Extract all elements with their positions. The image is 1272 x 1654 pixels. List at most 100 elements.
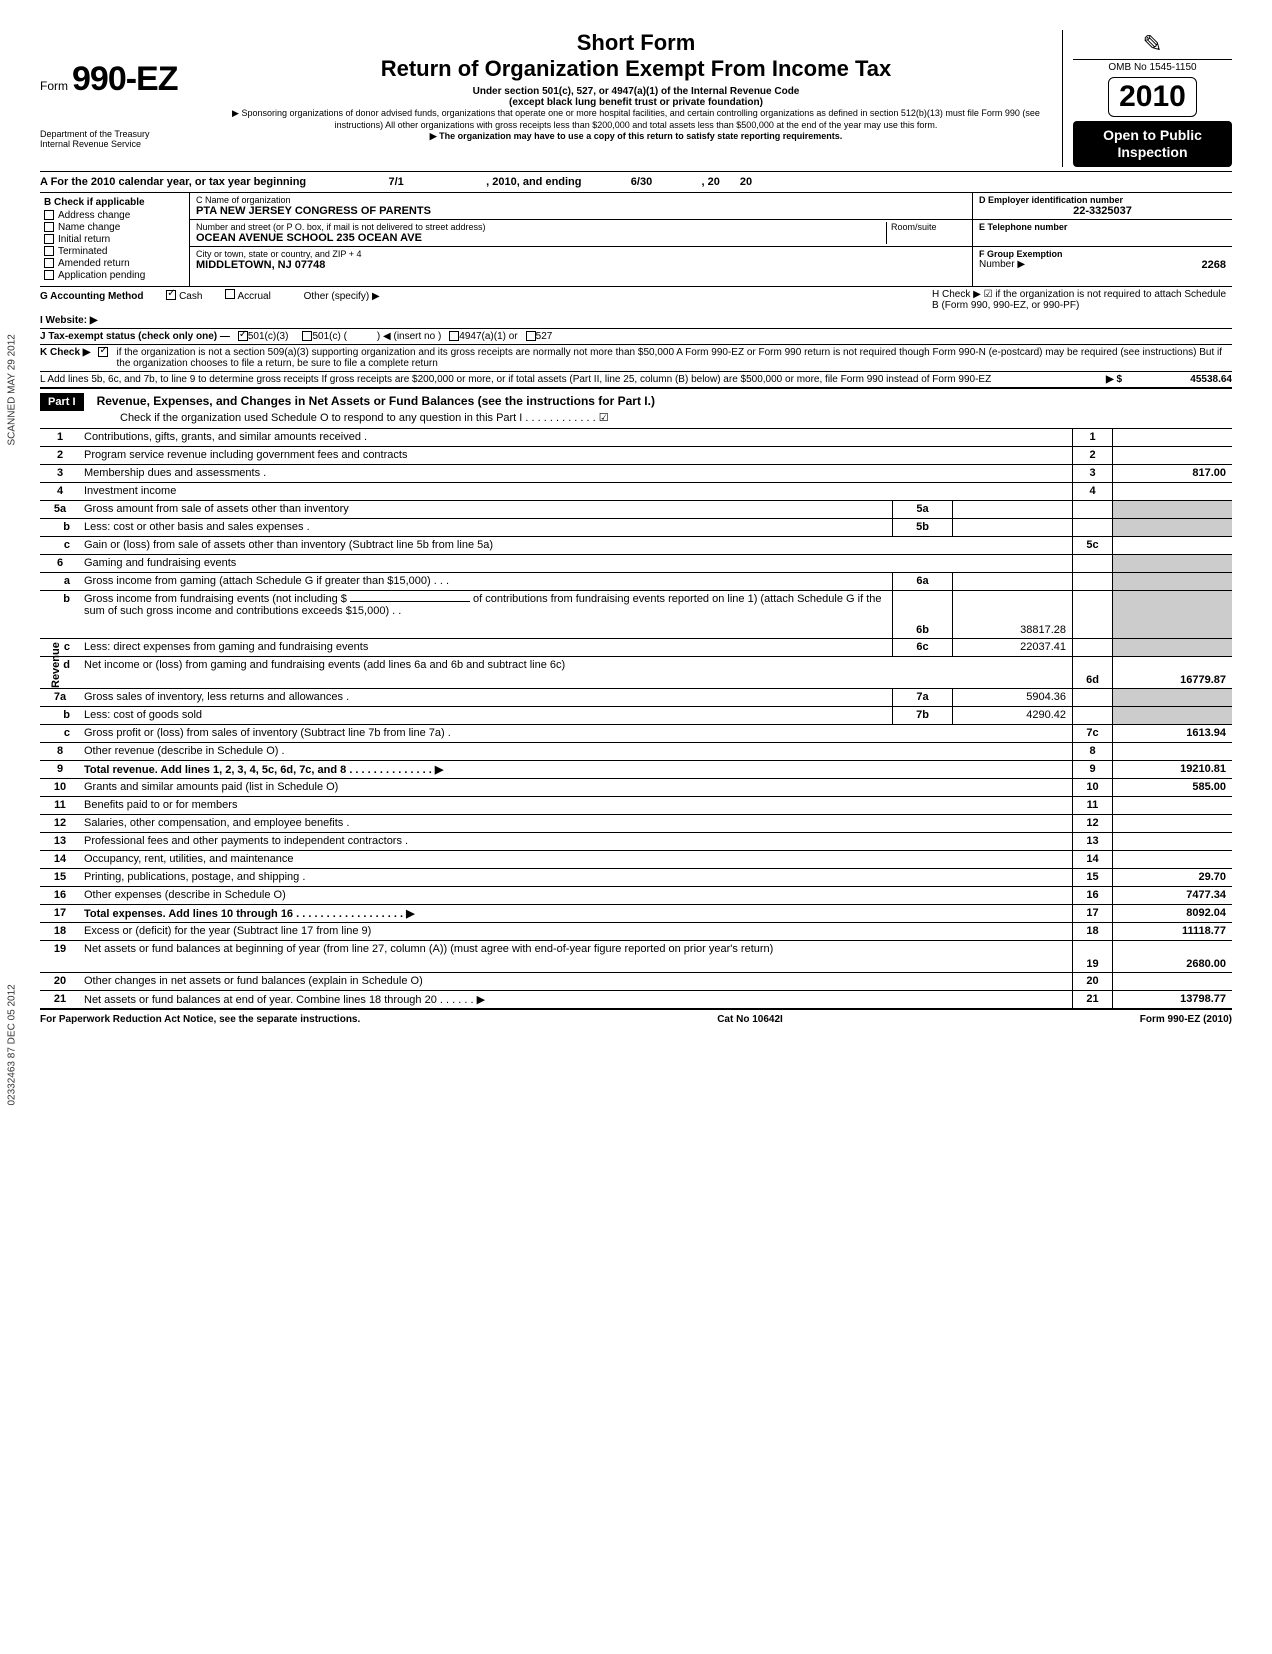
lbl-address: Address change [58, 210, 130, 221]
row-a-prefix: A For the 2010 calendar year, or tax yea… [40, 176, 306, 188]
n15: 15 [40, 869, 80, 886]
stamp-dln: 02332463 87 DEC 05 2012 [7, 984, 18, 1105]
row-g-label: G Accounting Method [40, 291, 144, 302]
b21: 21 [1072, 991, 1112, 1008]
chk-4947[interactable] [449, 331, 459, 341]
chk-501c3[interactable] [238, 331, 248, 341]
open-public-1: Open to Public [1079, 127, 1226, 144]
n10: 10 [40, 779, 80, 796]
d5a: Gross amount from sale of assets other t… [80, 501, 892, 518]
chk-terminated[interactable] [44, 246, 54, 256]
d7a: Gross sales of inventory, less returns a… [80, 689, 892, 706]
n5c: c [40, 537, 80, 554]
n9: 9 [40, 761, 80, 778]
chk-501c[interactable] [302, 331, 312, 341]
row-a-begin: 7/1 [306, 176, 486, 188]
b8: 8 [1072, 743, 1112, 760]
under-section: Under section 501(c), 527, or 4947(a)(1)… [230, 86, 1042, 97]
d7c: Gross profit or (loss) from sales of inv… [80, 725, 1072, 742]
footer-form: Form 990-EZ (2010) [1140, 1014, 1232, 1025]
d4: Investment income [80, 483, 1072, 500]
lbl-4947: 4947(a)(1) or [459, 331, 517, 342]
n3: 3 [40, 465, 80, 482]
d6d: Net income or (loss) from gaming and fun… [80, 657, 1072, 688]
street-label: Number and street (or P O. box, if mail … [196, 222, 886, 232]
chk-initial[interactable] [44, 234, 54, 244]
row-a-end-prefix: , 20 [702, 176, 720, 188]
v16: 7477.34 [1112, 887, 1232, 904]
sv5b [952, 519, 1072, 536]
except-text: (except black lung benefit trust or priv… [230, 97, 1042, 108]
d3: Membership dues and assessments . [80, 465, 1072, 482]
n7a: 7a [40, 689, 80, 706]
chk-k[interactable] [98, 347, 108, 357]
lbl-501c: 501(c) ( [312, 331, 346, 342]
chk-accrual[interactable] [225, 289, 235, 299]
n16: 16 [40, 887, 80, 904]
b19: 19 [1072, 941, 1112, 972]
tax-year: 2010 [1108, 77, 1197, 117]
b16: 16 [1072, 887, 1112, 904]
footer-paperwork: For Paperwork Reduction Act Notice, see … [40, 1014, 360, 1025]
row-l-arrow: ▶ $ [1106, 374, 1122, 385]
chk-cash[interactable] [166, 290, 176, 300]
chk-pending[interactable] [44, 270, 54, 280]
b5c: 5c [1072, 537, 1112, 554]
n6: 6 [40, 555, 80, 572]
d11: Benefits paid to or for members [80, 797, 1072, 814]
v8 [1112, 743, 1232, 760]
b6d: 6d [1072, 657, 1112, 688]
irs-label: Internal Revenue Service [40, 139, 210, 149]
stamp-scanned: SCANNED MAY 29 2012 [7, 334, 18, 445]
v20 [1112, 973, 1232, 990]
d14: Occupancy, rent, utilities, and maintena… [80, 851, 1072, 868]
b2: 2 [1072, 447, 1112, 464]
d12: Salaries, other compensation, and employ… [80, 815, 1072, 832]
n19: 19 [40, 941, 80, 972]
b13: 13 [1072, 833, 1112, 850]
d21: Net assets or fund balances at end of ye… [80, 991, 1072, 1008]
s6c: 6c [892, 639, 952, 656]
d19: Net assets or fund balances at beginning… [80, 941, 1072, 972]
b14: 14 [1072, 851, 1112, 868]
form-prefix: Form [40, 79, 68, 93]
d7b: Less: cost of goods sold [80, 707, 892, 724]
d13: Professional fees and other payments to … [80, 833, 1072, 850]
n2: 2 [40, 447, 80, 464]
chk-527[interactable] [526, 331, 536, 341]
city-label: City or town, state or country, and ZIP … [196, 249, 966, 259]
vs5a [1112, 501, 1232, 518]
lbl-other: Other (specify) ▶ [304, 291, 380, 302]
chk-name[interactable] [44, 222, 54, 232]
n1: 1 [40, 429, 80, 446]
row-h: H Check ▶ ☑ if the organization is not r… [932, 289, 1232, 311]
n7c: c [40, 725, 80, 742]
bs7a [1072, 689, 1112, 706]
row-k-text: if the organization is not a section 509… [116, 347, 1232, 369]
n8: 8 [40, 743, 80, 760]
short-form-title: Short Form [230, 30, 1042, 56]
v18: 11118.77 [1112, 923, 1232, 940]
bs5a [1072, 501, 1112, 518]
d20: Other changes in net assets or fund bala… [80, 973, 1072, 990]
vs6b [1112, 591, 1232, 638]
footer-cat: Cat No 10642I [717, 1014, 783, 1025]
v6d: 16779.87 [1112, 657, 1232, 688]
b15: 15 [1072, 869, 1112, 886]
n17: 17 [40, 905, 80, 922]
d18: Excess or (deficit) for the year (Subtra… [80, 923, 1072, 940]
s7a: 7a [892, 689, 952, 706]
n6a: a [40, 573, 80, 590]
v2 [1112, 447, 1232, 464]
b20: 20 [1072, 973, 1112, 990]
b1: 1 [1072, 429, 1112, 446]
main-title: Return of Organization Exempt From Incom… [230, 56, 1042, 82]
chk-address[interactable] [44, 210, 54, 220]
chk-amended[interactable] [44, 258, 54, 268]
section-bcd: B Check if applicable Address change Nam… [40, 192, 1232, 286]
n4: 4 [40, 483, 80, 500]
omb-number: OMB No 1545-1150 [1073, 59, 1232, 73]
d9: Total revenue. Add lines 1, 2, 3, 4, 5c,… [80, 761, 1072, 778]
b9: 9 [1072, 761, 1112, 778]
part1-title: Revenue, Expenses, and Changes in Net As… [97, 394, 655, 408]
